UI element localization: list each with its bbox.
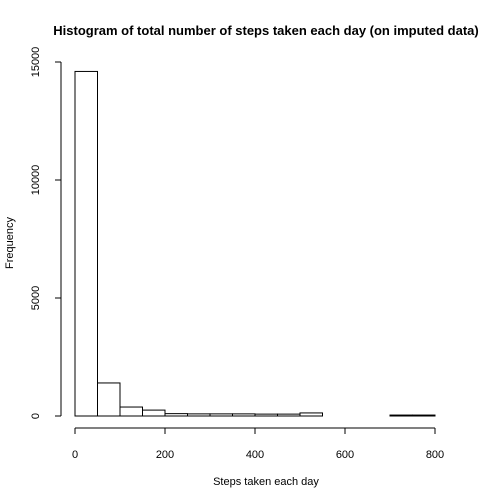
histogram-bar — [119, 406, 143, 417]
y-axis-label: Frequency — [4, 217, 16, 269]
y-axis-ticks: 0 5000 10000 15000 — [30, 47, 61, 419]
histogram-bar — [209, 413, 233, 417]
histogram-bar — [74, 70, 98, 417]
x-tick-label: 200 — [156, 449, 174, 461]
x-tick-label: 0 — [72, 449, 78, 461]
histogram-bar — [187, 413, 211, 417]
x-tick-label: 600 — [336, 449, 354, 461]
x-tick-label: 800 — [426, 449, 444, 461]
histogram-bar — [254, 413, 278, 417]
histogram-bar — [142, 409, 166, 417]
y-tick-label: 10000 — [30, 165, 42, 196]
histogram-bar — [412, 414, 436, 417]
x-axis-label: Steps taken each day — [213, 476, 319, 488]
x-tick-label: 400 — [246, 449, 264, 461]
histogram-bars — [74, 70, 436, 417]
histogram-bar — [277, 413, 301, 417]
y-tick-label: 5000 — [30, 286, 42, 310]
x-axis-ticks: 0 200 400 600 800 — [72, 428, 444, 461]
histogram-bar — [164, 413, 188, 417]
histogram-bar — [232, 413, 256, 417]
chart-title: Histogram of total number of steps taken… — [53, 23, 478, 38]
histogram-bar — [97, 382, 121, 417]
histogram-bar — [389, 414, 413, 417]
y-tick-label: 0 — [30, 413, 42, 419]
y-tick-label: 15000 — [30, 47, 42, 78]
histogram-bar — [299, 412, 323, 417]
